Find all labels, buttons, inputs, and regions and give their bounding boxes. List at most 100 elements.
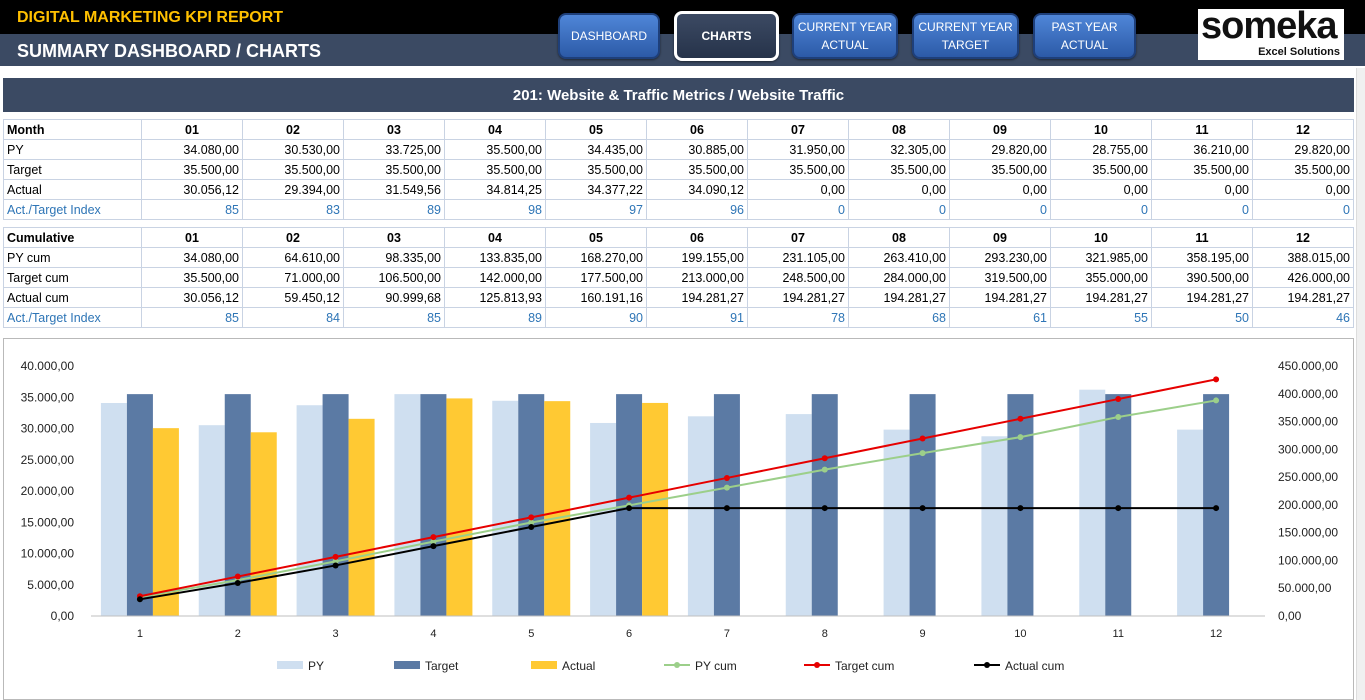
table-cell: 35.500,00 [444, 139, 546, 160]
y2-axis-tick-label: 400.000,00 [1278, 387, 1338, 401]
nav-current-year-actual-button[interactable]: CURRENT YEAR ACTUAL [792, 13, 898, 59]
bar-py [883, 429, 910, 616]
legend-label: PY [308, 659, 324, 673]
table-cell: 168.270,00 [545, 247, 647, 268]
point-actual-cum [528, 524, 535, 531]
y2-axis-tick-label: 100.000,00 [1278, 553, 1338, 567]
table-cell: 31.950,00 [747, 139, 849, 160]
y2-axis-tick-label: 350.000,00 [1278, 415, 1338, 429]
bar-target [1105, 394, 1132, 616]
table-cell: 61 [949, 307, 1051, 328]
table-cell: 248.500,00 [747, 267, 849, 288]
table-cell: 46 [1252, 307, 1354, 328]
table-cell: 98.335,00 [343, 247, 445, 268]
table-cell: 09 [949, 227, 1051, 248]
table-cell: 08 [848, 227, 950, 248]
y2-axis-tick-label: 300.000,00 [1278, 442, 1338, 456]
table-cell: 35.500,00 [1050, 159, 1152, 180]
table-cell: 31.549,56 [343, 179, 445, 200]
bar-actual [642, 402, 669, 616]
table-cell: 319.500,00 [949, 267, 1051, 288]
table-cell: 284.000,00 [848, 267, 950, 288]
point-py-cum [1017, 434, 1024, 441]
table-cell: 90.999,68 [343, 287, 445, 308]
bar-target [1203, 394, 1230, 616]
legend-label: Actual cum [1005, 659, 1064, 673]
bar-py [785, 414, 812, 616]
vertical-scrollbar[interactable] [1356, 68, 1365, 700]
nav-dashboard-button[interactable]: DASHBOARD [558, 13, 660, 59]
legend-label: Target [425, 659, 459, 673]
bar-actual [152, 428, 179, 616]
table-cell: 35.500,00 [646, 159, 748, 180]
nav-charts-button[interactable]: CHARTS [674, 11, 779, 61]
table-row: PY cum 34.080,00 64.610,00 98.335,00 133.835… [3, 247, 1354, 268]
row-label: Act./Target Index [3, 199, 142, 220]
point-actual-cum [626, 505, 633, 512]
nav-charts-label: CHARTS [701, 29, 752, 43]
row-label: Target cum [3, 267, 142, 288]
nav-current-year-target-button[interactable]: CURRENT YEAR TARGET [912, 13, 1019, 59]
table-cell: 0 [1151, 199, 1253, 220]
x-axis-tick-label: 10 [1014, 628, 1026, 640]
x-axis-tick-label: 4 [430, 628, 436, 640]
x-axis-tick-label: 3 [333, 628, 339, 640]
logo-subtitle: Excel Solutions [1258, 46, 1340, 58]
table-cell: 34.090,12 [646, 179, 748, 200]
point-actual-cum [1017, 505, 1024, 512]
bar-py [687, 416, 714, 616]
table-cell: 35.500,00 [141, 267, 243, 288]
table-cell: 29.394,00 [242, 179, 344, 200]
table-cell: 07 [747, 227, 849, 248]
table-cell: 194.281,27 [1252, 287, 1354, 308]
point-actual-cum [723, 505, 730, 512]
y2-axis-tick-label: 250.000,00 [1278, 470, 1338, 484]
table-cell: 194.281,27 [747, 287, 849, 308]
table-cell: 35.500,00 [242, 159, 344, 180]
bar-py [492, 400, 519, 616]
nav-label-line2: TARGET [941, 38, 990, 52]
chart-panel: 0,00 5.000,00 10.000,00 15.000,00 20.000,00 2… [3, 338, 1354, 700]
nav-label-line1: CURRENT YEAR [918, 20, 1013, 34]
table-cell: 91 [646, 307, 748, 328]
table-cell: 98 [444, 199, 546, 220]
table-cell: 08 [848, 119, 950, 140]
bar-py [1079, 389, 1106, 616]
table-cell: 50 [1151, 307, 1253, 328]
nav-dashboard-label: DASHBOARD [570, 29, 647, 43]
bar-actual [544, 401, 571, 616]
row-label: PY [3, 139, 142, 160]
legend-swatch [277, 661, 303, 669]
table-cell: 32.305,00 [848, 139, 950, 160]
table-cell: 321.985,00 [1050, 247, 1152, 268]
bar-target [518, 394, 545, 616]
table-cell: 0,00 [1252, 179, 1354, 200]
monthly-table: Month 01 02 03 04 05 06 07 08 09 10 11 12 PY 34.080,00… [3, 119, 1354, 220]
table-cell: 11 [1151, 119, 1253, 140]
point-target-cum [332, 553, 339, 560]
nav-past-year-actual-button[interactable]: PAST YEAR ACTUAL [1033, 13, 1136, 59]
row-label: Cumulative [3, 227, 142, 248]
point-py-cum [1213, 397, 1220, 404]
point-target-cum [234, 573, 241, 580]
table-row: PY 34.080,00 30.530,00 33.725,00 35.500,00 34… [3, 139, 1354, 160]
table-cell: 34.814,25 [444, 179, 546, 200]
table-cell: 28.755,00 [1050, 139, 1152, 160]
table-cell: 06 [646, 227, 748, 248]
table-cell: 90 [545, 307, 647, 328]
x-axis-tick-label: 7 [724, 628, 730, 640]
bar-py [1177, 429, 1204, 616]
table-cell: 96 [646, 199, 748, 220]
legend-label: PY cum [695, 659, 737, 673]
x-axis-tick-label: 8 [822, 628, 828, 640]
table-cell: 30.885,00 [646, 139, 748, 160]
table-cell: 03 [343, 227, 445, 248]
table-cell: 06 [646, 119, 748, 140]
x-axis-tick-label: 1 [137, 628, 143, 640]
table-cell: 194.281,27 [646, 287, 748, 308]
table-cell: 160.191,16 [545, 287, 647, 308]
x-axis-tick-label: 5 [528, 628, 534, 640]
bar-actual [446, 398, 473, 616]
row-label: Actual [3, 179, 142, 200]
table-cell: 0,00 [1050, 179, 1152, 200]
